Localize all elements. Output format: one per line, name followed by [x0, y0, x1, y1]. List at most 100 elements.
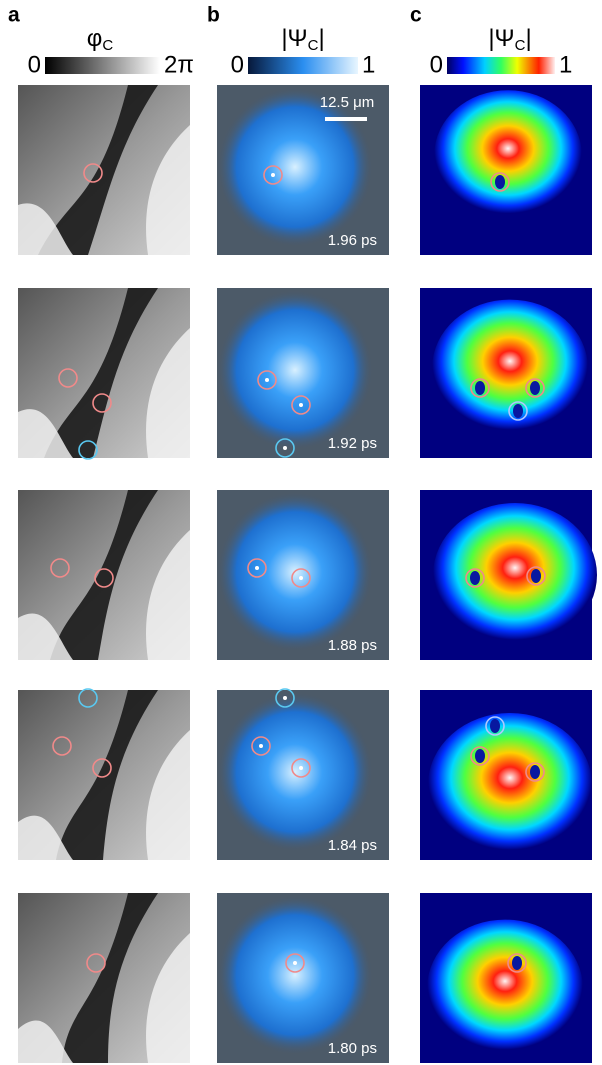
phase-light-region — [18, 203, 73, 255]
vortex-core — [283, 446, 287, 450]
vortex-marker — [92, 758, 112, 778]
simulated-blob — [427, 919, 583, 1057]
vortex-marker — [247, 558, 267, 578]
vortex-core — [255, 566, 259, 570]
title-subscript: C — [308, 37, 319, 54]
vortex-core — [299, 403, 303, 407]
vortex-marker — [94, 568, 114, 588]
vortex-marker — [78, 688, 98, 708]
vortex-marker — [83, 163, 103, 183]
vortex-core — [531, 569, 541, 583]
vortex-marker — [263, 165, 283, 185]
phase-light-region — [18, 1020, 73, 1063]
vortex-marker — [508, 401, 528, 421]
vortex-core — [470, 571, 480, 585]
title-main: φ — [87, 25, 103, 52]
simulated-blob — [434, 90, 582, 220]
density-image: 1.84 ps — [217, 690, 389, 860]
vortex-marker — [291, 758, 311, 778]
title-subscript: C — [515, 37, 526, 54]
phase-dark-region — [62, 893, 158, 1063]
vortex-marker — [470, 746, 490, 766]
panel-letter: b — [207, 4, 220, 27]
phase-light-region — [18, 815, 73, 860]
vortex-marker — [275, 688, 295, 708]
colorbar-max: 1 — [559, 51, 572, 78]
phase-dark-region — [50, 490, 158, 660]
colorbar-min: 0 — [231, 51, 244, 78]
density-image: 1.96 ps 12.5 μm — [217, 85, 389, 255]
simulated-density-image — [420, 490, 597, 660]
vortex-core — [530, 381, 540, 395]
simulated-density-image — [420, 288, 592, 458]
simulated-density-image — [420, 893, 592, 1063]
vortex-core — [490, 719, 500, 733]
panel-letter: a — [8, 4, 20, 27]
vortex-marker — [275, 438, 295, 458]
density-image: 1.80 ps — [217, 893, 389, 1063]
vortex-core — [512, 956, 522, 970]
vortex-core — [265, 378, 269, 382]
simulated-blob — [432, 299, 588, 437]
simulated-blob — [428, 713, 592, 857]
time-label: 1.84 ps — [328, 837, 377, 854]
phase-image — [18, 85, 190, 255]
vortex-marker — [490, 172, 510, 192]
vortex-core — [475, 381, 485, 395]
vortex-marker — [86, 953, 106, 973]
time-label: 1.88 ps — [328, 637, 377, 654]
colorbar — [248, 57, 358, 74]
vortex-marker — [58, 368, 78, 388]
vortex-marker — [525, 762, 545, 782]
title-suffix: | — [318, 25, 324, 52]
vortex-core — [513, 404, 523, 418]
vortex-marker — [526, 566, 546, 586]
time-label: 1.92 ps — [328, 435, 377, 452]
phase-image — [18, 490, 190, 660]
vortex-marker — [525, 378, 545, 398]
title-suffix: | — [525, 25, 531, 52]
phase-light-region — [146, 933, 190, 1063]
phase-image — [18, 893, 190, 1063]
vortex-core — [259, 744, 263, 748]
panel-title: |ΨC| — [281, 25, 324, 54]
phase-dark-region — [44, 288, 158, 458]
vortex-core — [271, 173, 275, 177]
panel-title: φC — [87, 25, 114, 54]
vortex-core — [293, 961, 297, 965]
vortex-marker — [50, 558, 70, 578]
colorbar — [447, 57, 555, 74]
scale-bar — [325, 117, 367, 121]
simulated-density-image — [420, 85, 592, 255]
phase-light-region — [18, 409, 73, 458]
title-main: |Ψ — [488, 25, 514, 52]
title-main: |Ψ — [281, 25, 307, 52]
phase-image — [18, 288, 190, 458]
colorbar — [45, 57, 160, 74]
phase-light-region — [146, 730, 190, 860]
simulated-blob — [433, 503, 597, 647]
time-label: 1.80 ps — [328, 1040, 377, 1057]
vortex-marker — [78, 440, 98, 460]
density-blob — [217, 895, 373, 1055]
colorbar-max: 2π — [164, 51, 194, 78]
vortex-marker — [52, 736, 72, 756]
phase-light-region — [18, 613, 73, 660]
vortex-marker — [291, 568, 311, 588]
vortex-core — [495, 175, 505, 189]
colorbar-max: 1 — [362, 51, 375, 78]
vortex-marker — [92, 393, 112, 413]
vortex-core — [530, 765, 540, 779]
simulated-density-image — [420, 690, 592, 860]
scale-bar-label: 12.5 μm — [320, 94, 375, 111]
panel-letter: c — [410, 4, 422, 27]
vortex-marker — [291, 395, 311, 415]
phase-light-region — [146, 125, 190, 255]
density-blob — [217, 692, 373, 852]
vortex-core — [299, 766, 303, 770]
density-blob — [217, 87, 373, 247]
phase-image — [18, 690, 190, 860]
phase-light-region — [146, 328, 190, 458]
colorbar-min: 0 — [430, 51, 443, 78]
